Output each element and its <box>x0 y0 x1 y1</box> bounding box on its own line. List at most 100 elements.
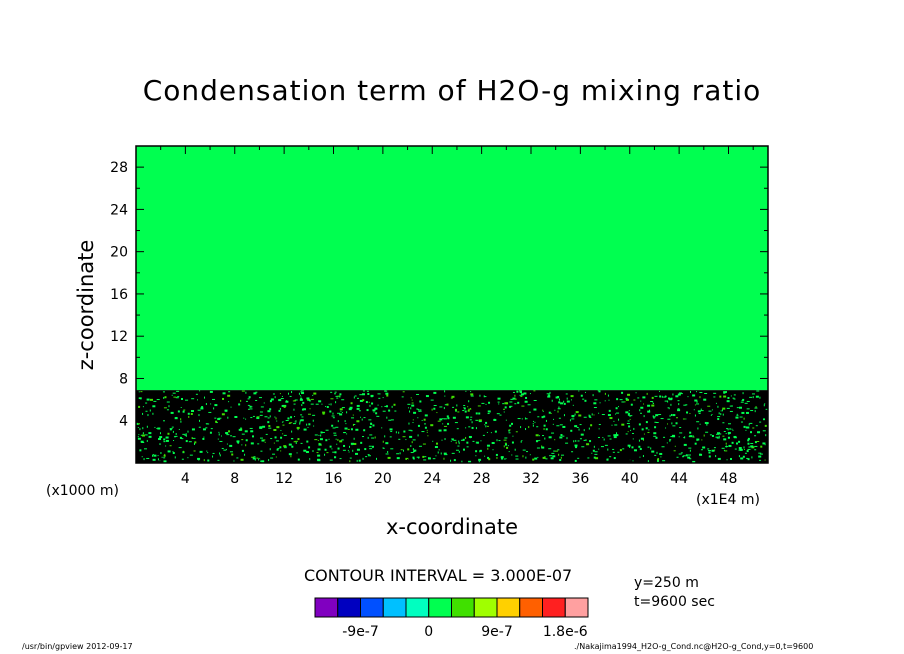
speckle <box>225 409 228 412</box>
speckle <box>245 444 247 447</box>
speckle <box>611 424 613 426</box>
speckle <box>485 425 487 428</box>
speckle <box>279 393 281 395</box>
speckle <box>662 460 666 462</box>
speckle <box>214 417 217 419</box>
speckle <box>241 444 243 446</box>
speckle <box>267 410 271 413</box>
speckle <box>143 458 145 461</box>
speckle <box>455 441 457 444</box>
speckle <box>430 399 434 401</box>
speckle <box>657 458 660 461</box>
speckle <box>300 398 303 400</box>
speckle <box>254 458 256 461</box>
speckle <box>711 434 714 437</box>
speckle <box>677 409 681 412</box>
speckle <box>653 417 656 419</box>
speckle <box>565 393 568 395</box>
speckle <box>287 392 289 395</box>
speckle <box>265 433 268 435</box>
speckle <box>433 391 437 394</box>
speckle <box>140 391 143 393</box>
speckle <box>677 400 680 402</box>
speckle <box>372 409 376 412</box>
speckle <box>729 410 733 412</box>
speckle <box>405 457 409 460</box>
speckle <box>303 408 307 411</box>
speckle <box>317 459 321 462</box>
speckle <box>172 392 176 394</box>
speckle <box>340 410 342 412</box>
speckle <box>236 440 240 443</box>
speckle <box>689 458 692 460</box>
speckle <box>635 392 637 394</box>
speckle <box>722 422 725 424</box>
speckle <box>267 417 270 419</box>
speckle <box>142 412 144 415</box>
speckle <box>210 403 212 405</box>
speckle <box>244 430 248 433</box>
speckle <box>683 443 687 446</box>
speckle <box>452 406 455 408</box>
speckle <box>669 414 671 417</box>
speckle <box>470 391 472 393</box>
speckle <box>716 437 720 439</box>
speckle <box>670 403 672 406</box>
speckle <box>750 442 754 444</box>
speckle <box>616 432 618 435</box>
speckle <box>339 395 341 398</box>
speckle <box>361 418 363 421</box>
speckle <box>170 411 174 414</box>
speckle <box>454 422 458 424</box>
speckle <box>707 450 711 452</box>
speckle <box>722 413 724 416</box>
speckle <box>280 436 283 439</box>
speckle <box>279 446 282 449</box>
speckle <box>645 427 648 430</box>
speckle <box>382 440 384 443</box>
speckle <box>285 446 287 449</box>
speckle <box>754 441 757 444</box>
speckle <box>198 459 200 461</box>
speckle <box>148 432 152 435</box>
speckle <box>668 408 670 410</box>
speckle <box>647 431 650 433</box>
speckle <box>684 436 686 439</box>
speckle <box>384 405 387 407</box>
speckle <box>498 403 500 405</box>
speckle <box>165 445 167 447</box>
speckle <box>245 400 248 402</box>
speckle <box>320 431 323 434</box>
speckle <box>245 439 248 442</box>
speckle <box>508 451 510 453</box>
speckle <box>368 445 372 447</box>
speckle <box>301 408 304 411</box>
speckle <box>746 450 749 453</box>
speckle <box>213 407 215 410</box>
colorbar-swatch <box>542 597 566 618</box>
speckle <box>475 412 478 415</box>
speckle <box>520 391 523 394</box>
speckle <box>560 456 562 459</box>
speckle <box>332 417 335 419</box>
speckle <box>582 398 585 400</box>
speckle <box>410 452 414 454</box>
speckle <box>280 398 284 400</box>
speckle <box>138 397 142 400</box>
speckle <box>187 430 189 433</box>
speckle <box>715 436 719 438</box>
speckle <box>666 442 668 444</box>
speckle <box>751 393 755 395</box>
speckle <box>282 424 285 426</box>
speckle <box>303 428 307 431</box>
speckle <box>293 403 296 405</box>
speckle <box>640 437 644 440</box>
speckle <box>377 404 379 406</box>
speckle <box>298 392 300 395</box>
x-tick-label: 12 <box>275 471 293 487</box>
speckle <box>417 434 419 437</box>
speckle <box>577 440 580 442</box>
speckle <box>533 408 537 411</box>
x-tick-label: 48 <box>720 471 738 487</box>
speckle <box>689 435 693 438</box>
